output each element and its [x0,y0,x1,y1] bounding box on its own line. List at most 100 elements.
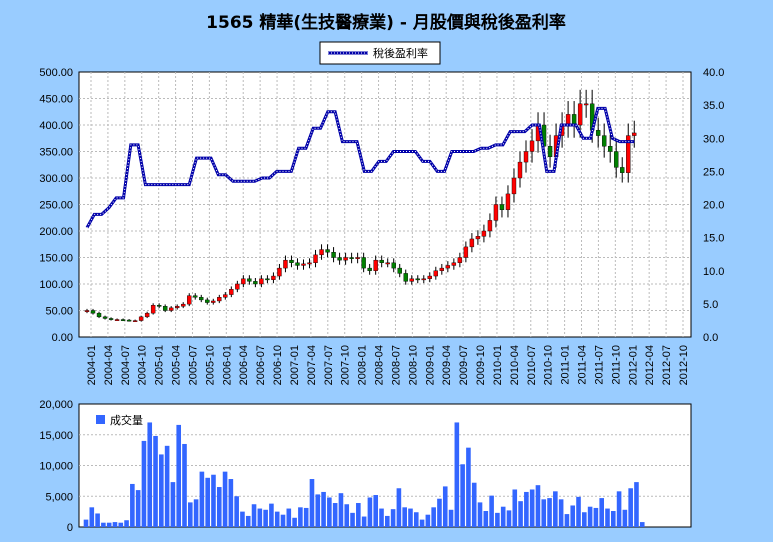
x-tick-label: 2009-07 [458,345,470,385]
candle-body [235,283,240,290]
y-right-tick-label: 30.0 [703,133,724,145]
candle-body [595,130,601,136]
candle-body [620,167,625,173]
legend-label: 稅後盈利率 [373,46,428,60]
candle-body [397,267,402,274]
candle-body [601,135,607,147]
x-tick-label: 2011-10 [610,345,622,385]
volume-tick-label: 20,000 [39,399,73,411]
candle-body [211,300,216,303]
candle-body [307,262,312,265]
volume-bar [495,512,500,527]
volume-bar [216,487,222,527]
candle-body [583,103,589,106]
x-tick-label: 2007-01 [289,345,301,385]
volume-bar [616,491,622,527]
candle-body [379,259,384,263]
x-tick-label: 2005-01 [154,345,166,385]
volume-bar [431,507,436,527]
volume-bar [118,522,124,527]
candle-body [523,151,529,163]
volume-bar [599,498,604,527]
x-tick-label: 2012-04 [644,345,656,385]
y-left-tick-label: 0.00 [52,332,73,344]
candle-body [457,257,463,264]
y-right-tick-label: 20.0 [703,200,724,212]
candle-body [313,254,318,264]
volume-bar [124,520,129,527]
volume-bar [292,517,297,527]
y-left-tick-label: 300.00 [39,173,73,185]
volume-bar [112,522,118,527]
x-tick-label: 2010-07 [526,345,538,385]
candle-body [331,251,336,258]
y-left-tick-label: 50.00 [45,306,73,318]
volume-bar [466,447,471,527]
volume-bar [541,499,547,527]
candle-body [96,312,102,318]
volume-bar [327,497,332,527]
candle-body [571,114,577,126]
x-tick-label: 2010-01 [492,345,504,385]
volume-bar [257,508,263,527]
y-left-tick-label: 450.00 [39,94,73,106]
volume-bar [576,496,581,527]
volume-bar [159,454,164,527]
volume-bar [390,509,396,527]
candle-body [511,177,517,195]
y-left-tick-label: 400.00 [39,120,73,132]
x-tick-label: 2005-10 [204,345,216,385]
candle-body [181,303,186,307]
volume-bar [385,515,390,527]
volume-bar [634,482,639,527]
candle-body [493,204,499,221]
candle-body [415,278,420,281]
volume-bar [425,514,431,527]
volume-legend-swatch [96,415,105,424]
volume-bar [211,474,216,527]
volume-bar [558,499,564,527]
volume-bar [373,495,379,527]
volume-bar [529,489,535,527]
candle-body [187,295,192,305]
x-tick-label: 2007-04 [306,345,318,385]
x-tick-label: 2004-07 [120,345,132,385]
candle-body [433,270,439,277]
candle-body [505,193,511,210]
x-tick-label: 2009-10 [475,345,487,385]
volume-bar [593,507,599,527]
volume-bar [332,503,338,527]
volume-bar [205,477,210,527]
volume-bar [286,508,292,527]
candle-body [132,320,138,322]
volume-bar [471,482,477,527]
candle-body [162,306,168,311]
volume-bar [89,507,95,527]
y-left-tick-label: 100.00 [39,279,73,291]
candle-body [517,161,523,179]
candle-body [90,310,96,314]
y-right-tick-label: 35.0 [703,100,724,112]
candle-body [463,246,469,258]
x-tick-label: 2004-10 [137,345,149,385]
volume-bar [199,471,205,527]
volume-bar [303,507,309,527]
candle-body [337,257,342,261]
volume-bar [182,443,187,527]
volume-bar [130,483,135,527]
volume-bar [106,522,112,527]
candle-body [499,204,505,211]
candle-body [277,267,282,277]
volume-bar [524,491,529,527]
volume-bar [240,511,245,527]
candle-body [138,316,144,321]
y-left-tick-label: 150.00 [39,253,73,265]
volume-bar [222,471,228,527]
candle-body [156,305,162,307]
volume-legend-label: 成交量 [110,413,143,427]
volume-bar [95,513,100,527]
volume-bar [535,485,541,527]
volume-bar [245,515,251,527]
pe-legend: 稅後盈利率 [319,41,441,65]
